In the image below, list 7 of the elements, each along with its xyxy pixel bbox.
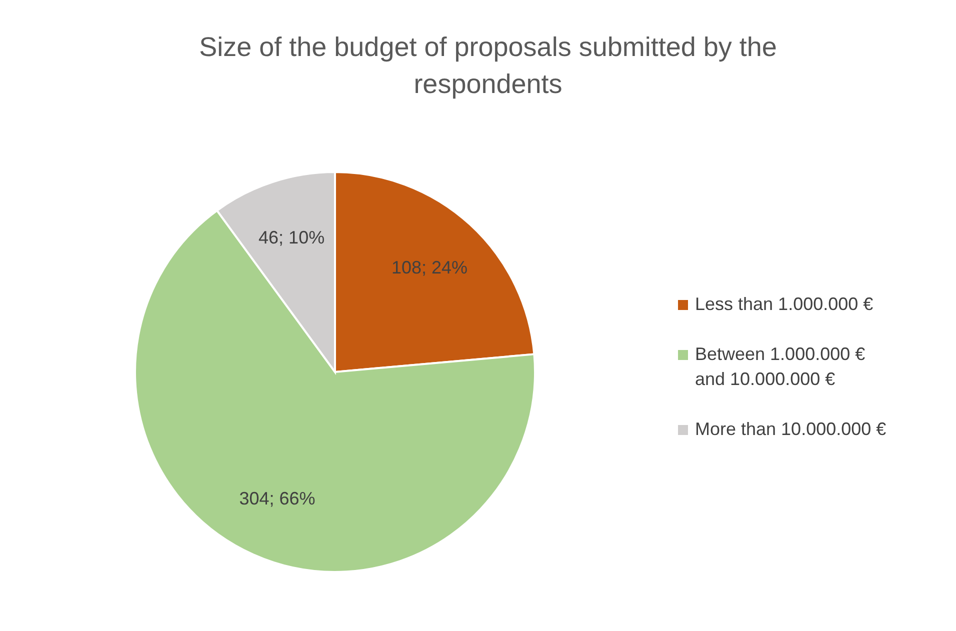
chart-title: Size of the budget of proposals submitted by the respondents	[199, 32, 777, 99]
legend-label: More than 10.000.000 €	[695, 418, 886, 439]
legend-label: Less than 1.000.000 €	[695, 294, 874, 314]
data-label: 46; 10%	[258, 228, 325, 248]
legend-label: Between 1.000.000 € and 10.000.000 €	[695, 344, 866, 389]
data-label: 108; 24%	[391, 257, 468, 278]
data-label: 304; 66%	[239, 488, 316, 508]
